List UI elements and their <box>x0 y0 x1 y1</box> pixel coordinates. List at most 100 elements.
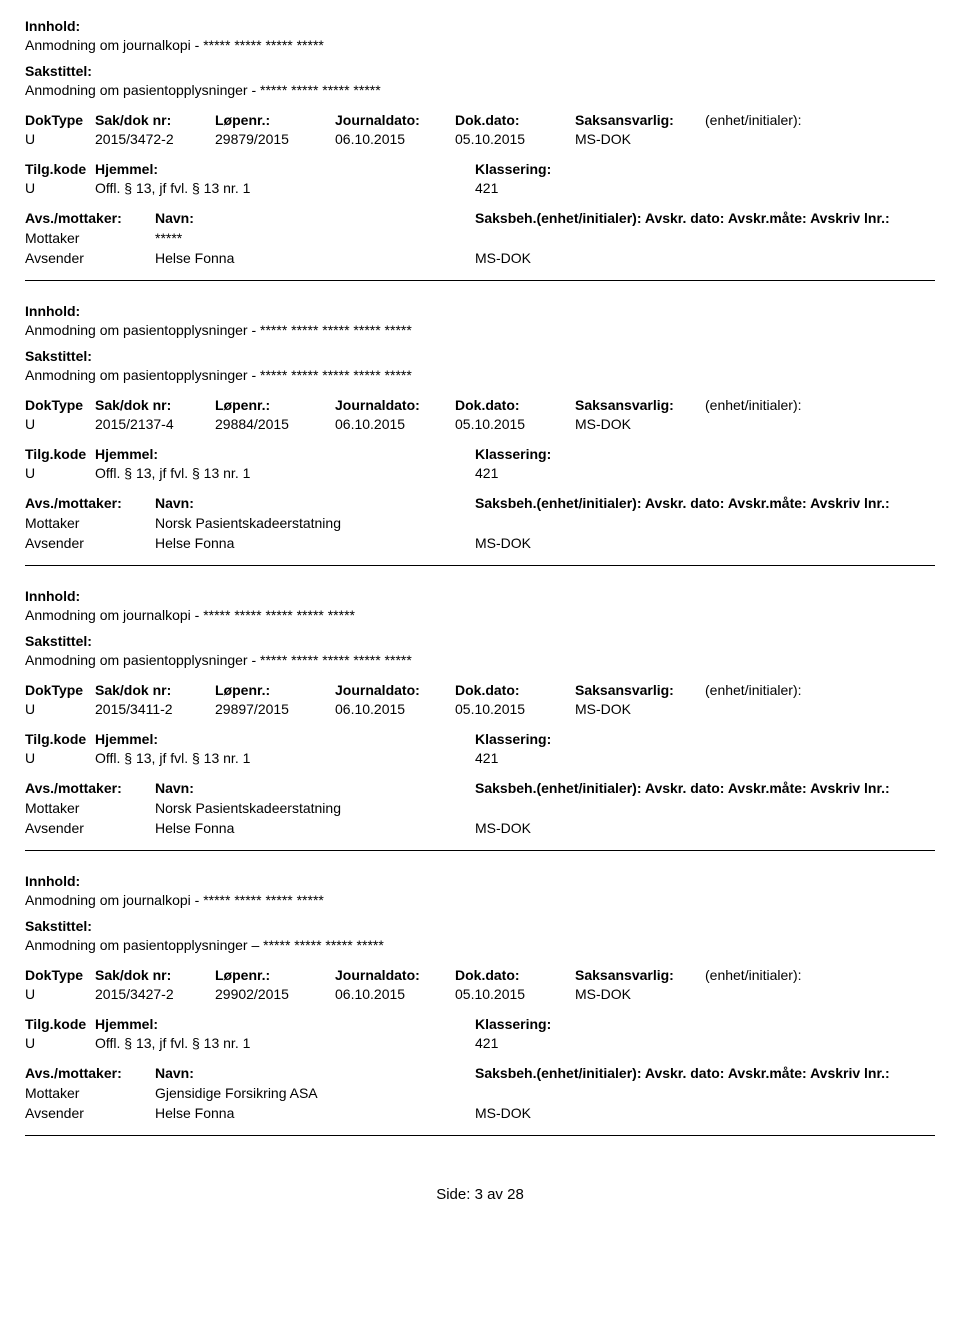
avs-mottaker-label: Avs./mottaker: <box>25 495 155 511</box>
doktype-header: DokType <box>25 112 95 128</box>
tilgkode-value: U <box>25 750 95 766</box>
doktype-header: DokType <box>25 397 95 413</box>
innhold-value: Anmodning om journalkopi - ***** ***** *… <box>25 607 935 623</box>
sakstittel-value: Anmodning om pasientopplysninger – *****… <box>25 937 935 953</box>
journal-record: Innhold: Anmodning om journalkopi - ****… <box>25 18 935 281</box>
enhet-header: (enhet/initialer): <box>705 967 935 983</box>
saksbeh-long-label: Saksbeh.(enhet/initialer): Avskr. dato: … <box>475 1065 935 1081</box>
lopenr-header: Løpenr.: <box>215 397 335 413</box>
innhold-value: Anmodning om journalkopi - ***** ***** *… <box>25 892 935 908</box>
innhold-value: Anmodning om journalkopi - ***** ***** *… <box>25 37 935 53</box>
sakdok-header: Sak/dok nr: <box>95 967 215 983</box>
enhet-value <box>705 986 935 1002</box>
tilgkode-value: U <box>25 1035 95 1051</box>
lopenr-header: Løpenr.: <box>215 682 335 698</box>
dokdato-value: 05.10.2015 <box>455 986 575 1002</box>
avsender-role: Avsender <box>25 535 155 551</box>
innhold-label: Innhold: <box>25 873 935 889</box>
dokdato-value: 05.10.2015 <box>455 701 575 717</box>
doktype-value: U <box>25 131 95 147</box>
journaldato-value: 06.10.2015 <box>335 131 455 147</box>
dokdato-value: 05.10.2015 <box>455 131 575 147</box>
klassering-value: 421 <box>475 750 935 766</box>
sakdok-value: 2015/3472-2 <box>95 131 215 147</box>
enhet-value <box>705 131 935 147</box>
lopenr-header: Løpenr.: <box>215 967 335 983</box>
avsender-unit: MS-DOK <box>475 250 935 266</box>
enhet-value <box>705 701 935 717</box>
navn-label: Navn: <box>155 495 194 511</box>
enhet-header: (enhet/initialer): <box>705 112 935 128</box>
avsender-name: Helse Fonna <box>155 535 475 551</box>
tilgkode-label: Tilg.kode <box>25 446 95 462</box>
mottaker-unit <box>475 230 935 246</box>
klassering-label: Klassering: <box>475 1016 935 1032</box>
sakdok-value: 2015/3411-2 <box>95 701 215 717</box>
journaldato-header: Journaldato: <box>335 682 455 698</box>
sakstittel-label: Sakstittel: <box>25 348 935 364</box>
saksansv-value: MS-DOK <box>575 986 705 1002</box>
journal-record: Innhold: Anmodning om journalkopi - ****… <box>25 588 935 851</box>
saksansv-value: MS-DOK <box>575 701 705 717</box>
sakdok-header: Sak/dok nr: <box>95 397 215 413</box>
saksbeh-long-label: Saksbeh.(enhet/initialer): Avskr. dato: … <box>475 210 935 226</box>
journaldato-header: Journaldato: <box>335 112 455 128</box>
navn-label: Navn: <box>155 1065 194 1081</box>
hjemmel-label: Hjemmel: <box>95 1016 158 1032</box>
doktype-header: DokType <box>25 682 95 698</box>
sakdok-value: 2015/2137-4 <box>95 416 215 432</box>
saksansvarlig-header: Saksansvarlig: <box>575 112 705 128</box>
innhold-label: Innhold: <box>25 588 935 604</box>
avsender-role: Avsender <box>25 820 155 836</box>
mottaker-role: Mottaker <box>25 515 155 531</box>
sakstittel-value: Anmodning om pasientopplysninger - *****… <box>25 652 935 668</box>
dokdato-header: Dok.dato: <box>455 682 575 698</box>
enhet-value <box>705 416 935 432</box>
sakstittel-label: Sakstittel: <box>25 633 935 649</box>
saksansv-value: MS-DOK <box>575 131 705 147</box>
saksansvarlig-header: Saksansvarlig: <box>575 397 705 413</box>
avsender-unit: MS-DOK <box>475 535 935 551</box>
avsender-name: Helse Fonna <box>155 1105 475 1121</box>
klassering-value: 421 <box>475 180 935 196</box>
navn-label: Navn: <box>155 210 194 226</box>
hjemmel-value: Offl. § 13, jf fvl. § 13 nr. 1 <box>95 180 250 196</box>
doktype-value: U <box>25 986 95 1002</box>
mottaker-unit <box>475 515 935 531</box>
hjemmel-label: Hjemmel: <box>95 161 158 177</box>
page-footer: Side: 3 av 28 <box>25 1186 935 1203</box>
journaldato-header: Journaldato: <box>335 397 455 413</box>
klassering-value: 421 <box>475 465 935 481</box>
sakdok-header: Sak/dok nr: <box>95 682 215 698</box>
saksansvarlig-header: Saksansvarlig: <box>575 682 705 698</box>
avs-mottaker-label: Avs./mottaker: <box>25 210 155 226</box>
innhold-label: Innhold: <box>25 18 935 34</box>
navn-label: Navn: <box>155 780 194 796</box>
tilgkode-value: U <box>25 180 95 196</box>
tilgkode-label: Tilg.kode <box>25 731 95 747</box>
journaldato-value: 06.10.2015 <box>335 986 455 1002</box>
hjemmel-value: Offl. § 13, jf fvl. § 13 nr. 1 <box>95 465 250 481</box>
sakstittel-label: Sakstittel: <box>25 918 935 934</box>
innhold-label: Innhold: <box>25 303 935 319</box>
sakstittel-value: Anmodning om pasientopplysninger - *****… <box>25 367 935 383</box>
avs-mottaker-label: Avs./mottaker: <box>25 1065 155 1081</box>
journal-record: Innhold: Anmodning om pasientopplysninge… <box>25 303 935 566</box>
journaldato-header: Journaldato: <box>335 967 455 983</box>
hjemmel-label: Hjemmel: <box>95 731 158 747</box>
saksansvarlig-header: Saksansvarlig: <box>575 967 705 983</box>
sakdok-header: Sak/dok nr: <box>95 112 215 128</box>
avsender-name: Helse Fonna <box>155 820 475 836</box>
klassering-label: Klassering: <box>475 731 935 747</box>
lopenr-value: 29879/2015 <box>215 131 335 147</box>
avsender-role: Avsender <box>25 1105 155 1121</box>
avsender-unit: MS-DOK <box>475 1105 935 1121</box>
hjemmel-label: Hjemmel: <box>95 446 158 462</box>
lopenr-value: 29884/2015 <box>215 416 335 432</box>
saksbeh-long-label: Saksbeh.(enhet/initialer): Avskr. dato: … <box>475 495 935 511</box>
doktype-header: DokType <box>25 967 95 983</box>
mottaker-unit <box>475 1085 935 1101</box>
hjemmel-value: Offl. § 13, jf fvl. § 13 nr. 1 <box>95 1035 250 1051</box>
klassering-value: 421 <box>475 1035 935 1051</box>
avs-mottaker-label: Avs./mottaker: <box>25 780 155 796</box>
